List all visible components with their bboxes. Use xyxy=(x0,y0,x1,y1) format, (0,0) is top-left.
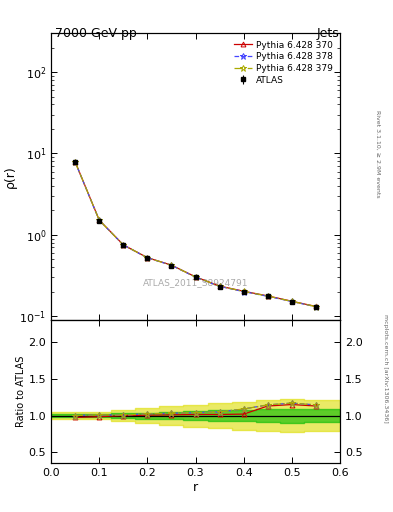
Pythia 6.428 378 xyxy=(97,217,102,223)
Pythia 6.428 378 xyxy=(121,242,126,248)
Pythia 6.428 370 xyxy=(73,159,77,165)
Pythia 6.428 370 xyxy=(97,217,102,223)
Text: mcplots.cern.ch [arXiv:1306.3436]: mcplots.cern.ch [arXiv:1306.3436] xyxy=(383,314,387,423)
Pythia 6.428 379 xyxy=(314,304,318,310)
Pythia 6.428 379 xyxy=(97,217,102,223)
Y-axis label: ρ(r): ρ(r) xyxy=(4,165,17,188)
X-axis label: r: r xyxy=(193,481,198,494)
Line: Pythia 6.428 378: Pythia 6.428 378 xyxy=(72,159,319,310)
Pythia 6.428 370 xyxy=(121,242,126,248)
Legend: Pythia 6.428 370, Pythia 6.428 378, Pythia 6.428 379, ATLAS: Pythia 6.428 370, Pythia 6.428 378, Pyth… xyxy=(231,38,336,88)
Pythia 6.428 378 xyxy=(169,262,174,268)
Pythia 6.428 370 xyxy=(241,288,246,294)
Pythia 6.428 370 xyxy=(289,298,294,304)
Pythia 6.428 370 xyxy=(314,304,318,310)
Pythia 6.428 378 xyxy=(145,255,150,261)
Pythia 6.428 379 xyxy=(145,254,150,261)
Pythia 6.428 378 xyxy=(265,293,270,300)
Pythia 6.428 379 xyxy=(265,293,270,299)
Pythia 6.428 379 xyxy=(121,242,126,248)
Pythia 6.428 379 xyxy=(169,262,174,268)
Pythia 6.428 370 xyxy=(145,254,150,261)
Pythia 6.428 370 xyxy=(169,262,174,268)
Text: Jets: Jets xyxy=(316,27,339,39)
Pythia 6.428 370 xyxy=(193,274,198,280)
Text: Rivet 3.1.10, ≥ 2.9M events: Rivet 3.1.10, ≥ 2.9M events xyxy=(376,110,380,198)
Pythia 6.428 379 xyxy=(217,283,222,289)
Text: ATLAS_2011_S8924791: ATLAS_2011_S8924791 xyxy=(143,278,248,287)
Line: Pythia 6.428 370: Pythia 6.428 370 xyxy=(73,159,318,309)
Pythia 6.428 378 xyxy=(73,159,77,165)
Pythia 6.428 370 xyxy=(265,293,270,299)
Pythia 6.428 378 xyxy=(289,298,294,305)
Pythia 6.428 378 xyxy=(314,304,318,310)
Pythia 6.428 379 xyxy=(289,298,294,305)
Y-axis label: Ratio to ATLAS: Ratio to ATLAS xyxy=(16,356,26,428)
Pythia 6.428 379 xyxy=(193,274,198,280)
Pythia 6.428 379 xyxy=(73,159,77,165)
Line: Pythia 6.428 379: Pythia 6.428 379 xyxy=(72,159,319,310)
Pythia 6.428 378 xyxy=(217,283,222,289)
Pythia 6.428 378 xyxy=(241,289,246,295)
Text: 7000 GeV pp: 7000 GeV pp xyxy=(55,27,137,39)
Pythia 6.428 378 xyxy=(193,274,198,280)
Pythia 6.428 379 xyxy=(241,288,246,294)
Pythia 6.428 370 xyxy=(217,283,222,289)
